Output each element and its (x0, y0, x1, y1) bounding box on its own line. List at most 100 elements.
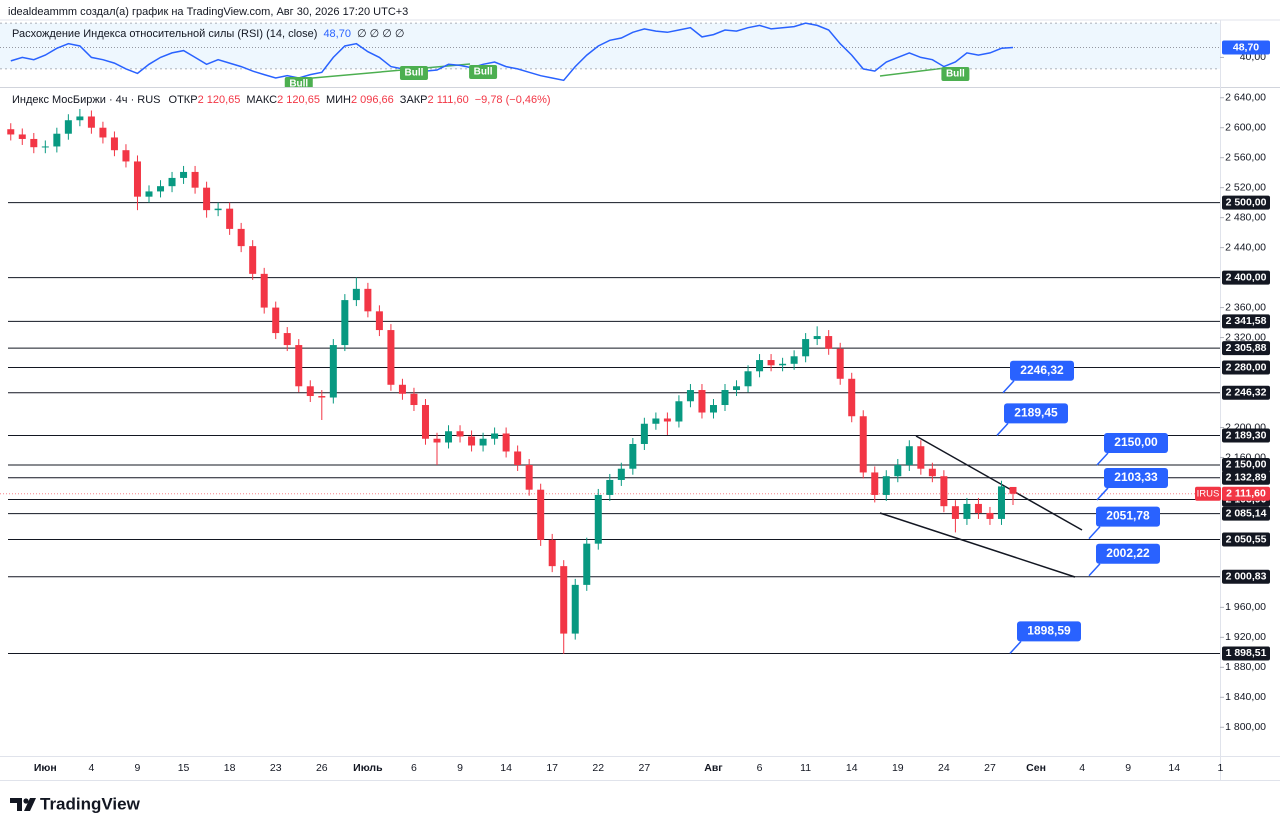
candle-body (698, 390, 706, 413)
candle-body (203, 187, 211, 211)
callout-box (1017, 621, 1081, 642)
candle-body (41, 146, 49, 148)
bull-label-box (469, 65, 498, 79)
divergence-line (289, 63, 471, 81)
candle-body (133, 161, 141, 197)
level-label-box (1222, 195, 1270, 210)
symbol-tag-box (1195, 486, 1221, 501)
level-label-box (1222, 569, 1270, 584)
brand-name: TradingView (40, 794, 141, 813)
candle-body (859, 416, 867, 473)
x-tick-label: Июн (34, 762, 57, 774)
level-label: 2 280,00 (1226, 361, 1267, 373)
bull-label: Bull (474, 67, 493, 78)
callout-box (1010, 360, 1074, 381)
symbol-tag: IRUS (1197, 488, 1220, 499)
callout-pointer (1096, 452, 1109, 466)
candle-body (226, 208, 234, 229)
bull-label: Bull (289, 79, 308, 90)
x-tick-label: Июль (353, 762, 383, 774)
candle-body (974, 503, 982, 513)
candle-body (272, 307, 280, 334)
candle-body (249, 246, 257, 274)
candle-body (756, 360, 764, 372)
callout-label: 2002,22 (1106, 546, 1150, 560)
candle-body (767, 360, 775, 366)
legend-value: 2 120,65 (277, 94, 320, 106)
x-tick-label: 4 (88, 762, 94, 774)
candle-body (560, 566, 568, 634)
level-label-box (1222, 385, 1270, 400)
candle-body (997, 486, 1005, 519)
level-label-box (1222, 646, 1270, 661)
candle-body (306, 386, 314, 397)
x-tick-label: 27 (984, 762, 996, 774)
x-tick-label: Сен (1026, 762, 1046, 774)
level-label: 2 500,00 (1226, 196, 1267, 208)
bull-label: Bull (946, 69, 965, 80)
candle-body (514, 451, 522, 465)
callout-box (1104, 432, 1168, 453)
legend-value: 2 096,66 (351, 94, 394, 106)
ohlc-legend: Индекс МосБиржи · 4ч · RUS ОТКР2 120,65 МА… (12, 94, 551, 106)
level-label-box (1222, 506, 1270, 521)
candle-body (318, 396, 326, 398)
level-label-box (1222, 428, 1270, 443)
level-label: 2 400,00 (1226, 271, 1267, 283)
candle-body (410, 393, 418, 406)
candle-body (122, 150, 130, 162)
candle-body (606, 479, 614, 495)
x-tick-label: 15 (178, 762, 190, 774)
x-tick-label: 18 (224, 762, 236, 774)
bull-label-box (941, 67, 970, 81)
y-tick-label: 2 440,00 (1225, 241, 1266, 253)
candle-body (352, 288, 360, 301)
callout-box (1004, 403, 1068, 424)
callout-box (1096, 506, 1160, 527)
candle-body (548, 539, 556, 567)
callout-label: 2246,32 (1020, 363, 1064, 377)
candle-body (180, 171, 188, 178)
rsi-title: Расхождение Индекса относительной силы (… (12, 28, 317, 40)
y-tick-label: 2 640,00 (1225, 92, 1266, 104)
candle-body (790, 356, 798, 364)
legend-value: 2 120,65 (198, 94, 241, 106)
candle-body (629, 443, 637, 469)
candle-body (30, 138, 38, 148)
legend-key: МИН (326, 94, 351, 106)
level-label: 2 050,55 (1226, 533, 1267, 545)
level-label: 1 898,51 (1226, 647, 1267, 659)
candle-body (571, 584, 579, 634)
callout-label: 2150,00 (1114, 435, 1158, 449)
candle-body (364, 288, 372, 312)
candle-body (110, 137, 118, 151)
candle-body (145, 191, 153, 197)
candle-body (537, 489, 545, 540)
y-tick-label: 2 600,00 (1225, 122, 1266, 134)
level-label-box (1222, 532, 1270, 547)
candle-body (594, 494, 602, 544)
rsi-legend: Расхождение Индекса относительной силы (… (12, 28, 404, 40)
candle-body (525, 464, 533, 490)
candle-body (375, 311, 383, 331)
callout-pointer (1088, 526, 1101, 540)
legend-key: МАКС (246, 94, 277, 106)
callout-pointer (1096, 487, 1109, 501)
rsi-band (0, 23, 1220, 69)
candle-body (491, 433, 499, 439)
candle-body (433, 438, 441, 443)
callout-pointer (1009, 640, 1022, 654)
rsi-value: 48,70 (323, 28, 351, 40)
wedge-line (915, 435, 1083, 531)
callout-label: 2103,33 (1114, 470, 1158, 484)
candle-body (64, 120, 72, 134)
x-tick-label: 24 (938, 762, 950, 774)
callout-label: 2051,78 (1106, 509, 1150, 523)
level-label-box (1222, 314, 1270, 329)
candle-body (675, 401, 683, 422)
candle-body (905, 446, 913, 465)
level-label: 2 246,32 (1226, 387, 1267, 399)
y-tick-label: 2 560,00 (1225, 151, 1266, 163)
candle-body (917, 446, 925, 469)
x-tick-label: 14 (500, 762, 512, 774)
